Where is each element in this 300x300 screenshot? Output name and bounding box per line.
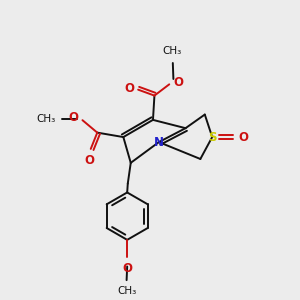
Text: S: S (208, 130, 217, 144)
Text: CH₃: CH₃ (37, 114, 56, 124)
Text: O: O (84, 154, 94, 167)
Text: O: O (124, 82, 135, 95)
Text: N: N (154, 136, 164, 148)
Text: O: O (68, 111, 78, 124)
Text: O: O (239, 130, 249, 144)
Text: CH₃: CH₃ (163, 46, 182, 56)
Text: CH₃: CH₃ (117, 286, 136, 296)
Text: O: O (122, 262, 132, 275)
Text: O: O (173, 76, 183, 89)
